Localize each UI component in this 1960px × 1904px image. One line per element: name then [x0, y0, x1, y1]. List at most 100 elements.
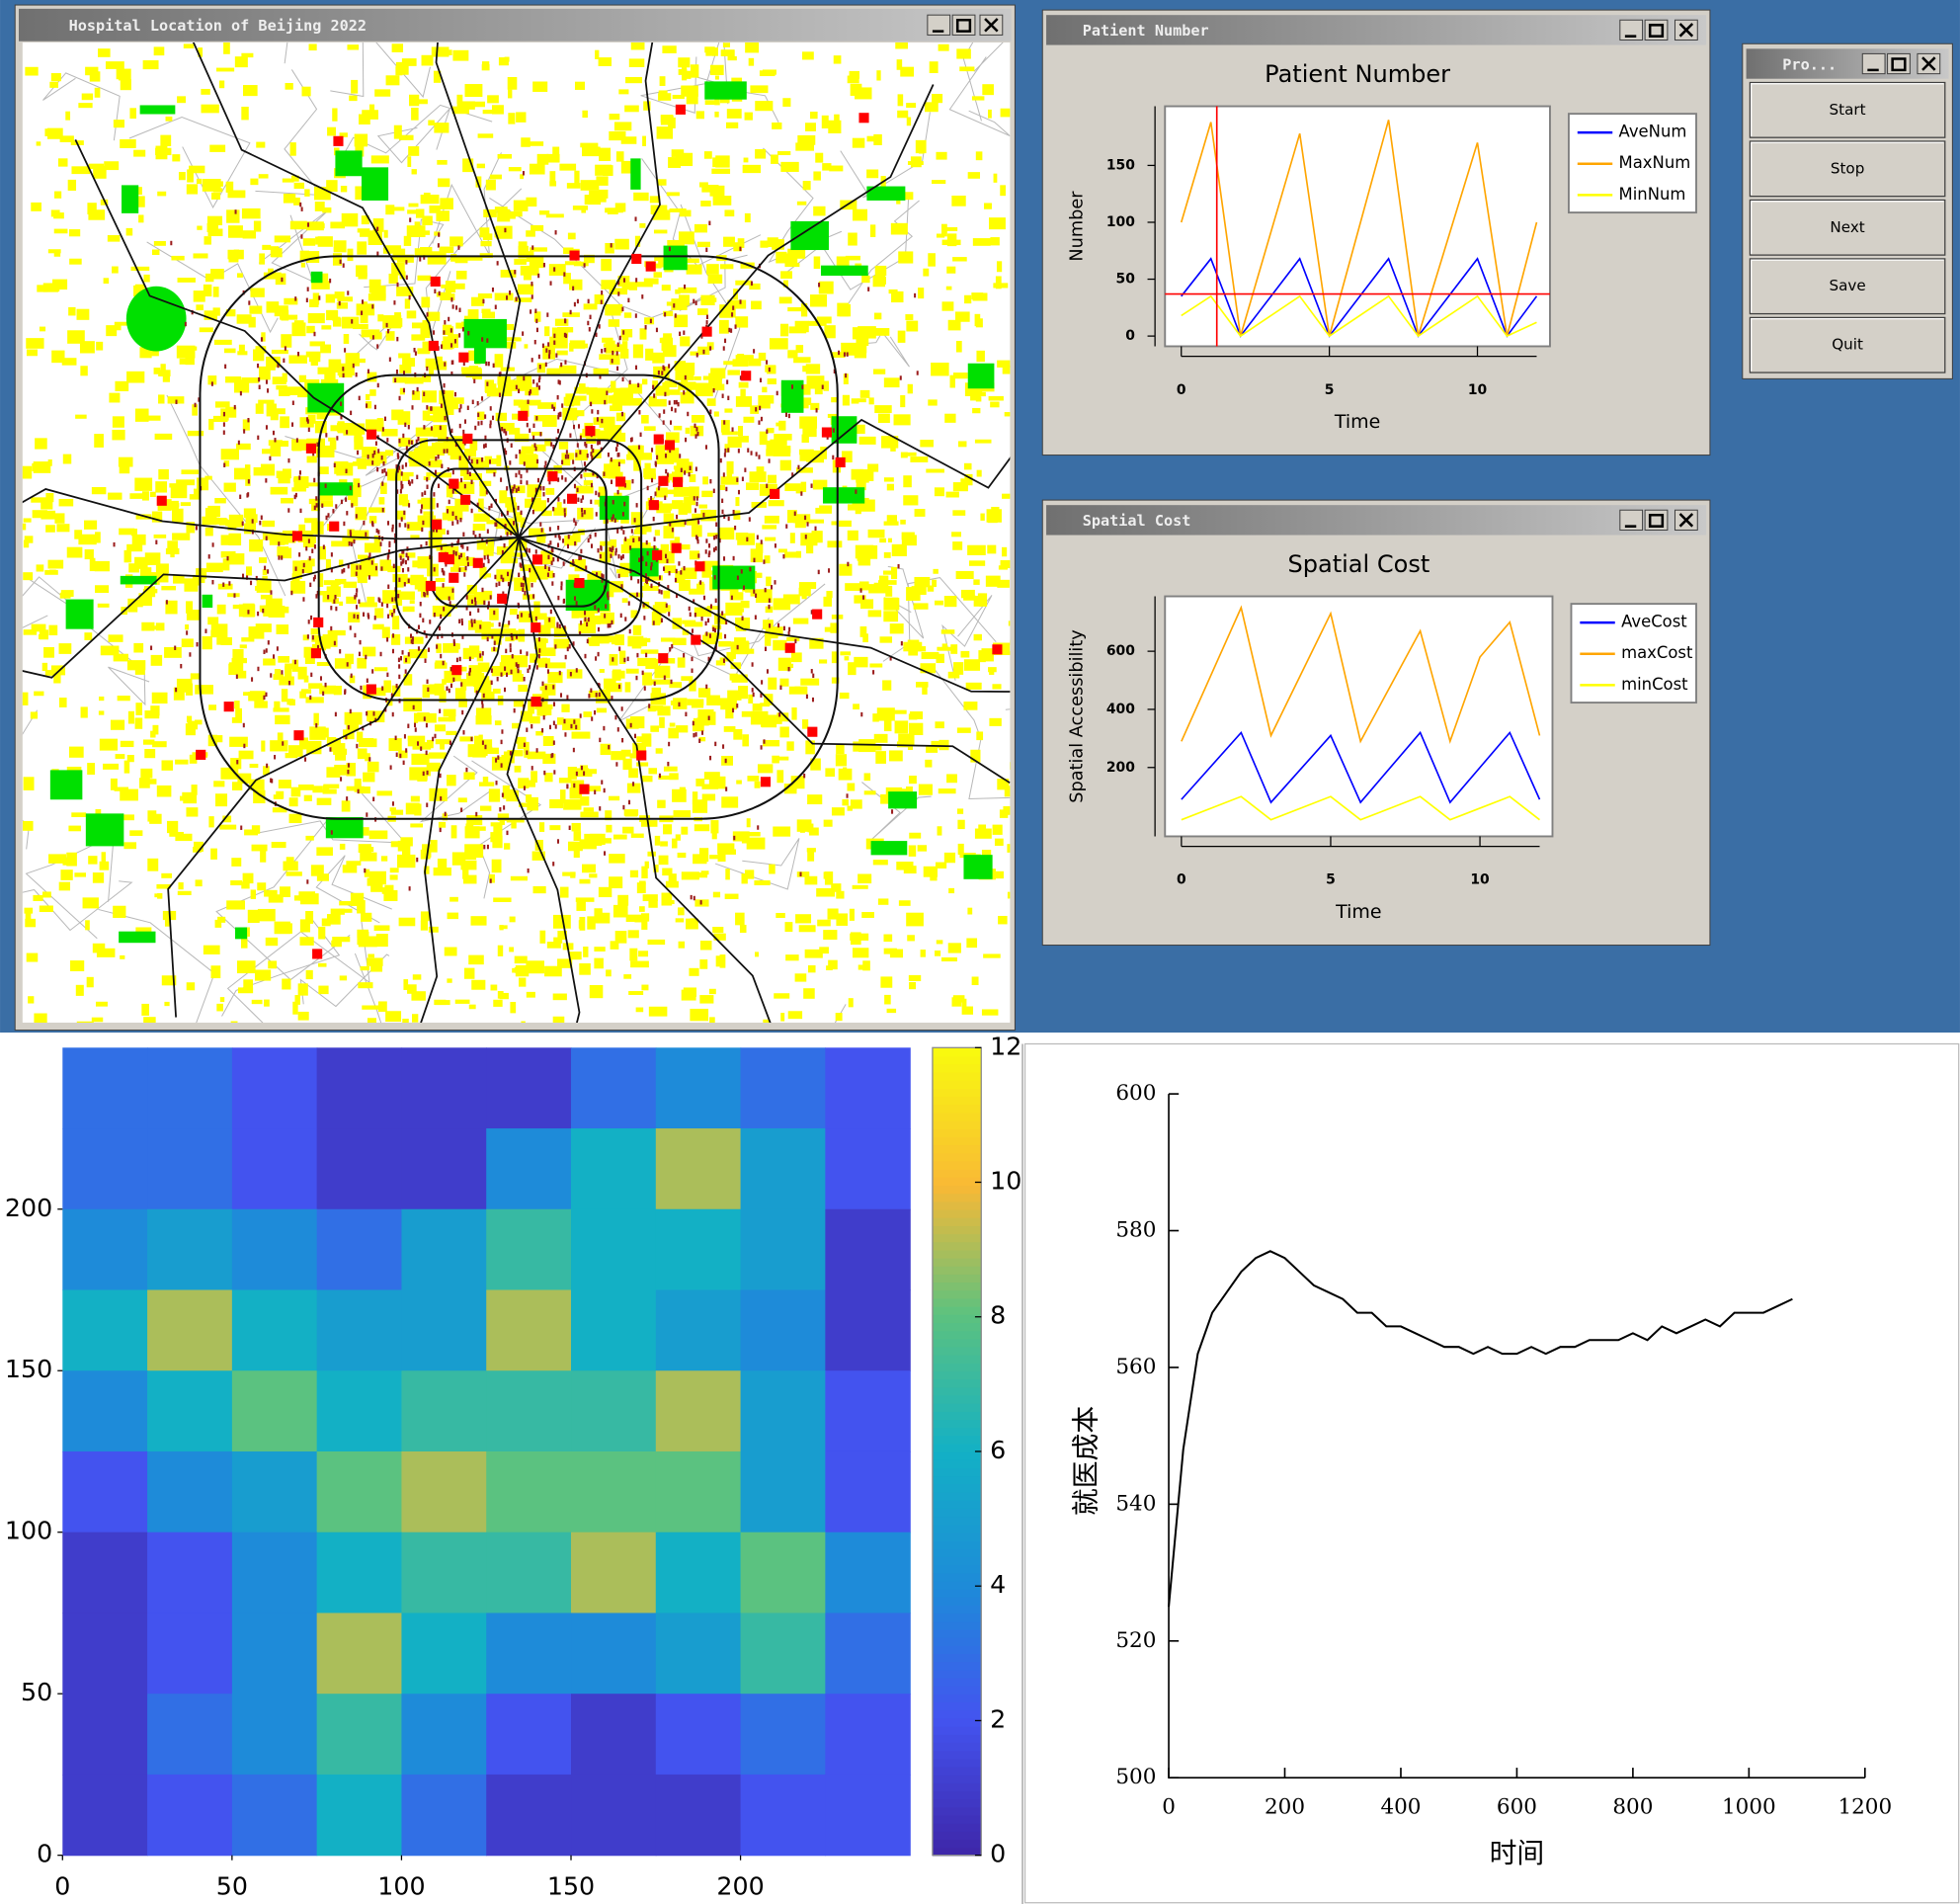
- urban-patch: [678, 506, 688, 515]
- population-dot: [442, 583, 445, 588]
- urban-patch: [641, 733, 652, 747]
- urban-patch: [827, 908, 839, 920]
- urban-patch: [385, 1011, 402, 1023]
- population-dot: [342, 367, 345, 372]
- population-dot: [399, 555, 402, 560]
- urban-patch: [486, 520, 505, 525]
- population-dot: [461, 327, 464, 332]
- urban-patch: [591, 449, 602, 458]
- urban-patch: [318, 466, 329, 474]
- urban-patch: [23, 777, 35, 790]
- urban-patch: [855, 544, 874, 559]
- urban-patch: [608, 795, 620, 801]
- urban-patch: [352, 484, 362, 498]
- urban-patch: [709, 64, 724, 76]
- population-dot: [566, 695, 569, 700]
- urban-patch: [883, 718, 892, 732]
- population-dot: [757, 825, 760, 830]
- urban-patch: [330, 425, 343, 432]
- urban-patch: [513, 699, 524, 707]
- urban-patch: [993, 173, 998, 183]
- urban-patch: [965, 682, 982, 690]
- population-dot: [725, 620, 728, 625]
- population-dot: [507, 571, 510, 577]
- population-dot: [423, 391, 426, 396]
- population-dot: [744, 467, 747, 472]
- urban-patch: [877, 898, 889, 905]
- population-dot: [513, 707, 516, 713]
- urban-patch: [807, 964, 816, 973]
- population-dot: [713, 575, 716, 580]
- urban-patch: [562, 312, 580, 317]
- population-dot: [419, 602, 422, 607]
- population-dot: [585, 443, 588, 449]
- urban-patch: [337, 363, 355, 376]
- urban-patch: [85, 920, 90, 931]
- urban-patch: [941, 301, 954, 311]
- urban-patch: [325, 293, 336, 303]
- urban-patch: [532, 500, 546, 512]
- population-dot: [408, 503, 411, 508]
- urban-patch: [907, 383, 913, 394]
- urban-patch: [284, 297, 298, 305]
- urban-patch: [31, 497, 48, 503]
- population-dot: [669, 647, 672, 652]
- urban-patch: [397, 854, 416, 869]
- urban-patch: [411, 334, 426, 341]
- urban-patch: [974, 828, 992, 839]
- window-controls[interactable]: [927, 14, 1004, 36]
- urban-patch: [997, 579, 1010, 588]
- urban-patch: [98, 48, 111, 57]
- urban-patch: [882, 680, 892, 691]
- urban-patch: [641, 378, 648, 385]
- urban-patch: [225, 406, 237, 418]
- urban-patch: [306, 455, 317, 463]
- green-space: [888, 791, 918, 809]
- urban-patch: [749, 471, 767, 483]
- urban-patch: [383, 245, 402, 254]
- urban-patch: [131, 534, 146, 545]
- urban-patch: [253, 466, 263, 476]
- urban-patch: [370, 879, 383, 892]
- population-dot: [247, 417, 250, 423]
- urban-patch: [299, 691, 306, 699]
- urban-patch: [88, 209, 106, 220]
- population-dot: [489, 423, 492, 429]
- urban-patch: [297, 983, 308, 996]
- urban-patch: [36, 141, 41, 146]
- urban-patch: [336, 462, 354, 476]
- urban-patch: [698, 737, 706, 742]
- urban-patch: [35, 438, 47, 450]
- urban-patch: [116, 68, 131, 80]
- population-dot: [576, 298, 579, 304]
- population-dot: [645, 579, 648, 585]
- urban-patch: [196, 304, 204, 311]
- population-dot: [771, 585, 774, 590]
- population-dot: [785, 524, 788, 529]
- urban-patch: [317, 591, 330, 596]
- population-dot: [529, 428, 531, 433]
- urban-patch: [319, 685, 336, 695]
- urban-patch: [519, 977, 527, 987]
- population-dot: [650, 561, 653, 567]
- urban-patch: [84, 548, 94, 560]
- urban-patch: [727, 436, 742, 449]
- population-dot: [355, 514, 358, 519]
- population-dot: [293, 494, 296, 500]
- population-dot: [426, 590, 429, 596]
- population-dot: [481, 740, 484, 745]
- population-dot: [629, 545, 632, 550]
- population-dot: [481, 396, 484, 401]
- population-dot: [483, 444, 486, 449]
- urban-patch: [44, 569, 58, 575]
- urban-patch: [336, 422, 355, 432]
- population-dot: [189, 652, 192, 657]
- population-dot: [638, 557, 641, 562]
- urban-patch: [765, 537, 776, 541]
- urban-patch: [304, 652, 315, 664]
- urban-patch: [534, 613, 547, 621]
- urban-patch: [940, 956, 957, 962]
- urban-patch: [852, 884, 868, 889]
- urban-patch: [250, 889, 257, 899]
- population-dot: [650, 565, 653, 571]
